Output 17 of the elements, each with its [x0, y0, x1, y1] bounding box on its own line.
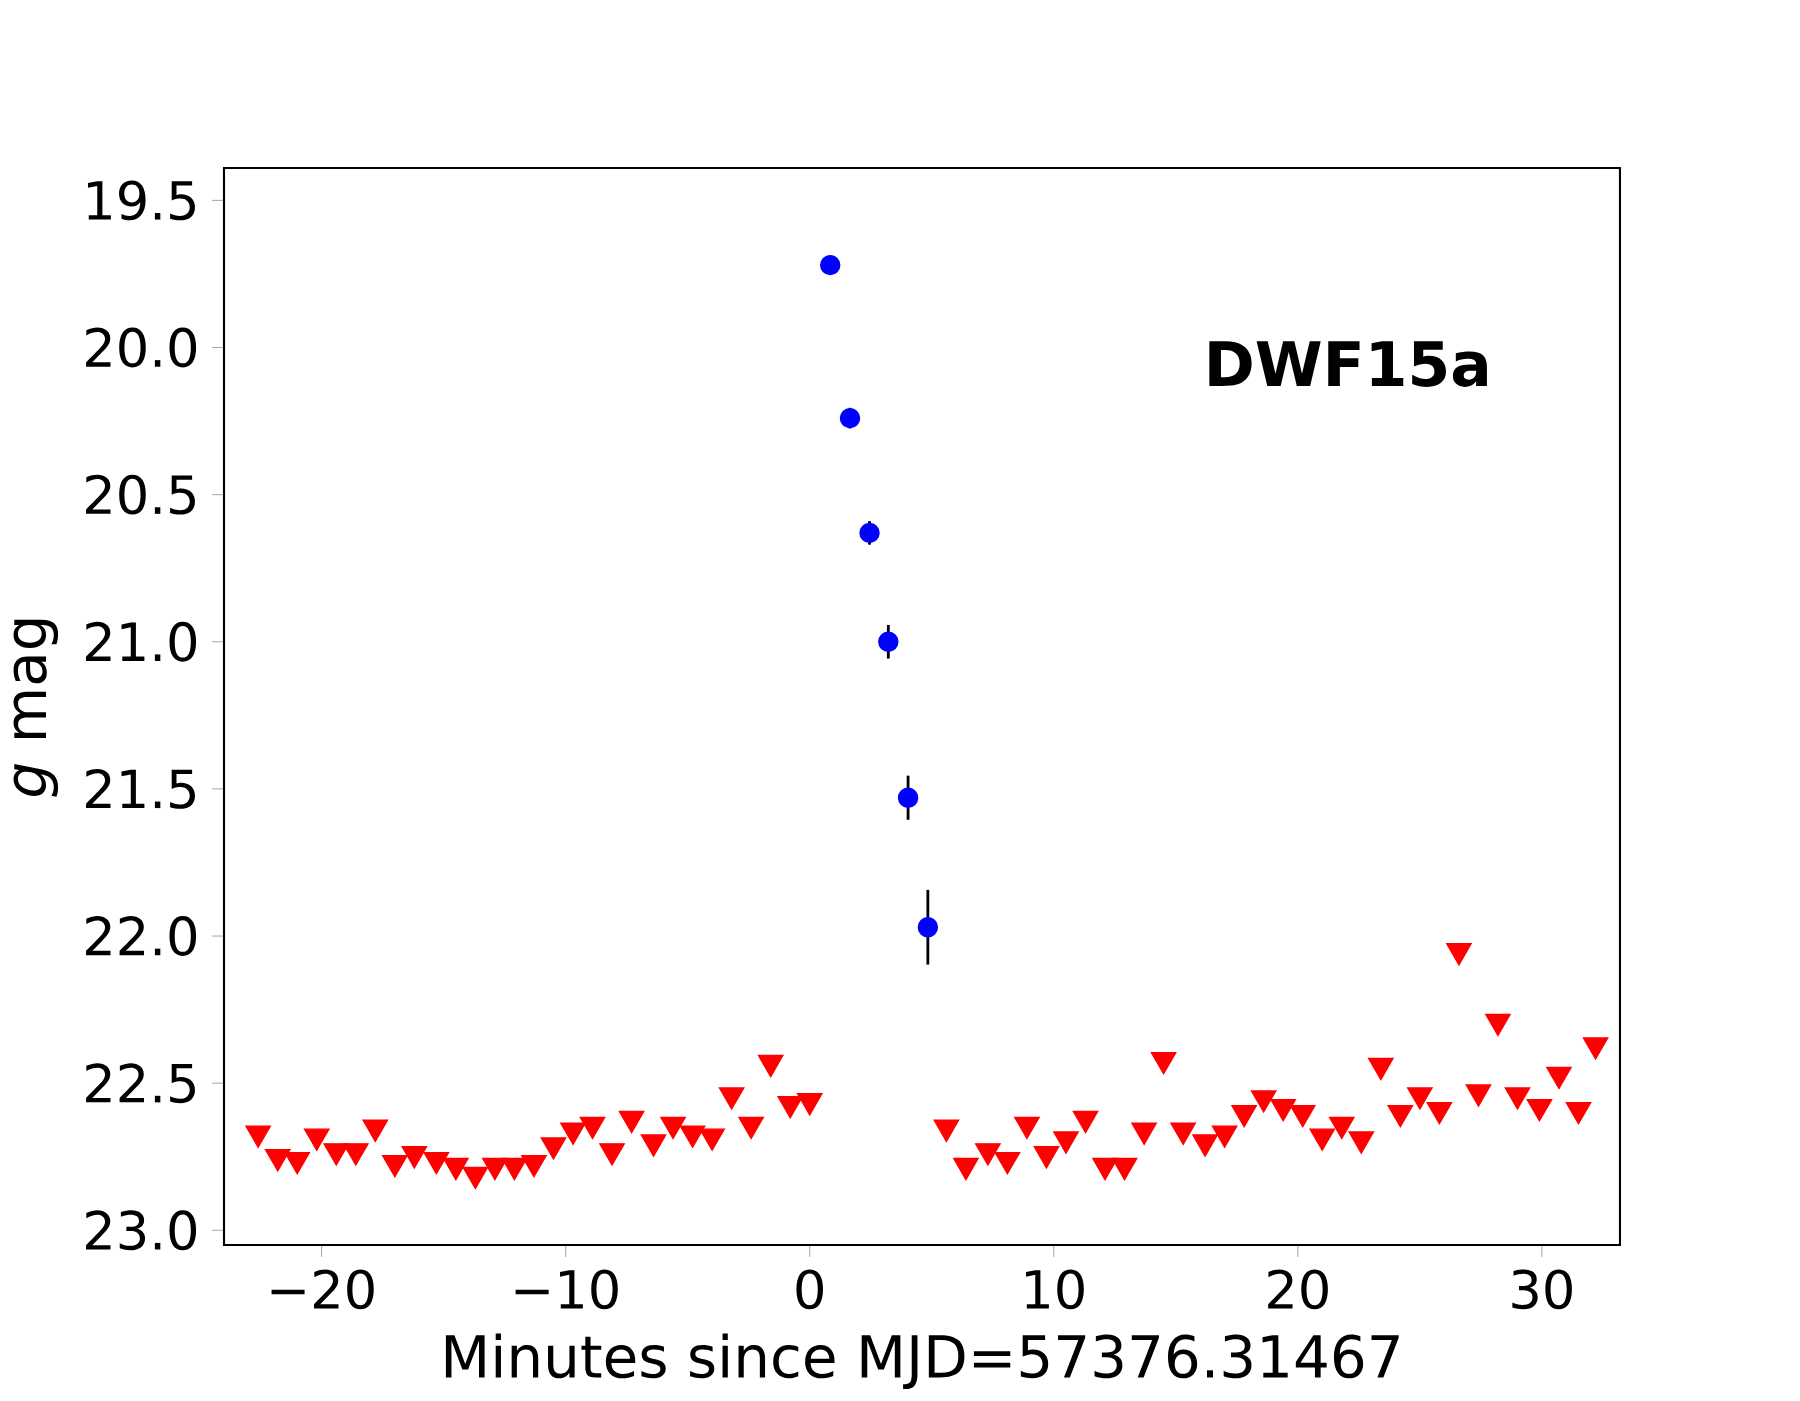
x-axis-title: Minutes since MJD=57376.31467 [445, 1333, 1399, 1390]
x-tick-label: 0 [796, 1269, 823, 1310]
y-tick-label: 21.5 [86, 769, 195, 809]
y-tick-label: 22.0 [86, 916, 197, 957]
x-tick-label: −20 [271, 1269, 374, 1310]
y-tick-label: 21.0 [86, 621, 197, 662]
y-tick-label: 23.0 [86, 1210, 197, 1251]
y-tick-label: 19.5 [87, 180, 195, 221]
y-tick-label: 20.0 [86, 327, 197, 368]
x-tick-label: 20 [1268, 1269, 1328, 1310]
y-tick-label: 22.5 [86, 1063, 195, 1104]
y-tick-label: 20.5 [86, 474, 195, 515]
x-tick-label: 10 [1026, 1269, 1084, 1310]
x-tick-label: 30 [1512, 1269, 1572, 1310]
y-axis-title: g mag [13, 619, 59, 797]
x-tick-label: −10 [515, 1269, 618, 1310]
annotation: DWF15a [1209, 341, 1487, 387]
